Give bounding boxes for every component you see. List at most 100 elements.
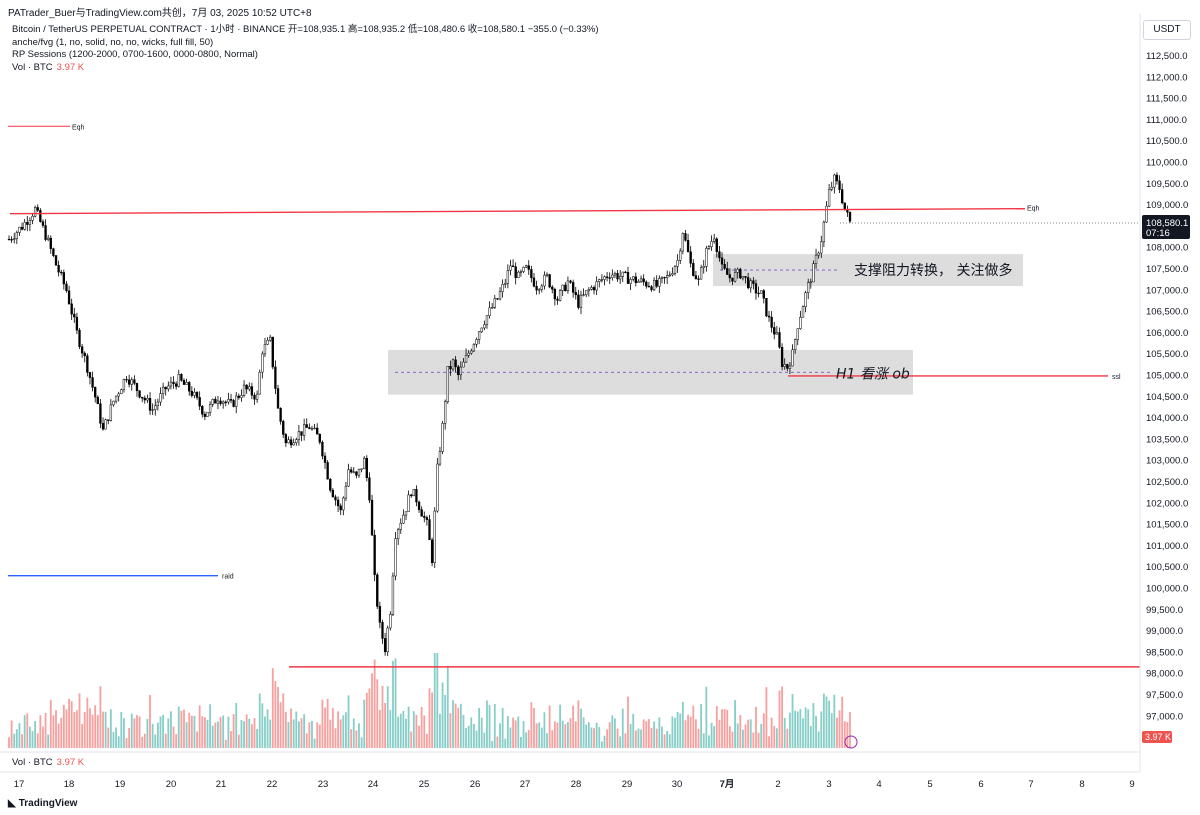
volume-bar	[21, 734, 23, 748]
candle-body	[323, 455, 327, 463]
y-tick-label: 107,000.0	[1146, 285, 1188, 296]
candle-body	[399, 522, 402, 530]
candle-body	[329, 478, 332, 491]
currency-selector[interactable]: USDT	[1143, 20, 1191, 40]
volume-bar	[397, 716, 400, 748]
volume-bar	[796, 711, 799, 748]
candle-body	[545, 274, 549, 276]
volume-bar	[99, 686, 102, 748]
volume-bar	[125, 738, 128, 748]
candle-body	[511, 265, 515, 267]
candle-body	[287, 439, 290, 444]
indicator-rp-sessions[interactable]: RP Sessions (1200-2000, 0700-1600, 0000-…	[12, 49, 258, 60]
candle-body	[347, 469, 350, 487]
volume-bar	[781, 686, 784, 748]
indicator-volume[interactable]: Vol · BTC 3.97 K	[12, 62, 599, 75]
candle-body	[699, 267, 703, 280]
candle-body	[524, 265, 528, 268]
candle-body	[394, 538, 397, 577]
volume-bar	[585, 724, 588, 748]
volume-bar	[504, 738, 507, 748]
volume-bar	[514, 720, 517, 748]
candle-body	[561, 284, 564, 291]
x-tick-label: 26	[470, 779, 481, 790]
volume-bar	[373, 659, 376, 748]
volume-bar	[629, 723, 632, 748]
tradingview-logo[interactable]: ◣ TradingView	[8, 798, 77, 809]
candle-body	[363, 457, 366, 470]
y-tick-label: 102,000.0	[1146, 498, 1188, 509]
volume-bar	[645, 721, 648, 748]
volume-bar	[109, 709, 112, 748]
volume-bar	[580, 708, 582, 748]
volume-bar	[611, 715, 614, 748]
volume-bar	[107, 727, 110, 748]
candle-body	[198, 397, 201, 407]
candle-body	[203, 413, 207, 417]
candle-body	[733, 272, 737, 282]
volume-bar	[156, 722, 159, 748]
volume-bar	[350, 729, 353, 748]
candle-body	[78, 329, 81, 347]
volume-bar	[640, 729, 642, 748]
candle-body	[159, 393, 162, 403]
volume-bar	[230, 731, 232, 748]
volume-bar	[653, 721, 656, 748]
indicator-fvg[interactable]: anche/fvg (1, no, solid, no, no, wicks, …	[12, 36, 214, 48]
candle-body	[67, 290, 71, 305]
volume-bar	[68, 698, 70, 748]
candle-body	[791, 349, 794, 367]
candle-body	[156, 401, 160, 407]
symbol-ohlc-line[interactable]: Bitcoin / TetherUS PERPETUAL CONTRACT · …	[12, 24, 599, 35]
candle-body	[493, 298, 496, 308]
candle-body	[211, 398, 214, 405]
last-price-countdown: 07:16	[1146, 228, 1170, 239]
volume-bar	[190, 715, 193, 748]
candle-body	[827, 189, 831, 207]
candle-body	[425, 517, 429, 520]
candle-body	[765, 297, 768, 317]
candle-body	[723, 263, 726, 269]
candle-body	[263, 344, 267, 355]
x-tick-label: 2	[775, 779, 780, 790]
y-tick-label: 101,500.0	[1146, 520, 1188, 531]
candle-body	[652, 279, 656, 291]
volume-bar	[297, 721, 300, 748]
candle-body	[20, 226, 24, 230]
candle-body	[530, 269, 533, 279]
candle-body	[229, 399, 233, 401]
volume-bar	[687, 714, 689, 748]
volume-bar	[496, 736, 499, 748]
volume-bar	[747, 719, 750, 748]
volume-bar	[224, 739, 227, 748]
y-tick-label: 101,000.0	[1146, 541, 1188, 552]
candle-body	[107, 419, 110, 421]
candle-body	[749, 280, 752, 289]
volume-bar	[15, 729, 18, 748]
y-tick-label: 102,500.0	[1146, 477, 1188, 488]
candle-body	[833, 174, 836, 188]
volume-bar	[522, 721, 525, 748]
x-tick-label: 30	[672, 779, 683, 790]
volume-bar	[123, 718, 125, 748]
volume-bar	[405, 718, 407, 748]
candle-body	[532, 277, 536, 287]
candle-body	[616, 273, 619, 280]
volume-bar	[491, 740, 494, 748]
volume-bar	[183, 709, 185, 748]
volume-bar	[802, 718, 804, 748]
candle-body	[148, 398, 152, 411]
candle-body	[762, 290, 765, 299]
candle-body	[642, 278, 645, 283]
candle-body	[36, 207, 39, 211]
volume-bar	[799, 709, 802, 748]
candle-body	[504, 283, 507, 285]
volume-bar	[177, 706, 180, 748]
candle-body	[127, 379, 131, 385]
candle-body	[621, 271, 624, 277]
volume-bar	[34, 720, 37, 748]
volume-bar	[10, 720, 13, 748]
candle-body	[368, 477, 371, 501]
volume-bar	[316, 722, 319, 748]
